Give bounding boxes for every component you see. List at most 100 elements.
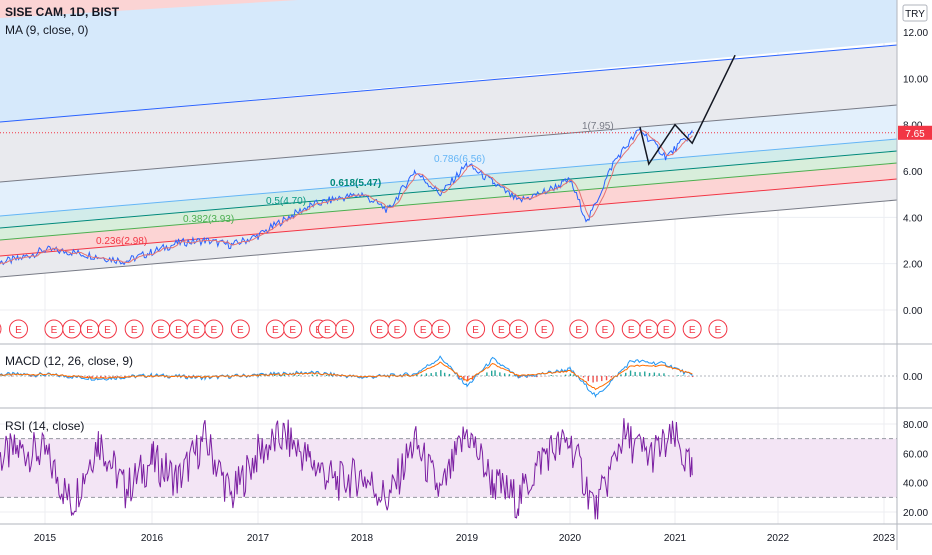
earnings-marker[interactable]: E (709, 320, 727, 338)
y-tick-label: 12.00 (903, 28, 928, 39)
earnings-marker[interactable]: E (231, 320, 249, 338)
earnings-marker[interactable]: E (187, 320, 205, 338)
macd-indicator-label[interactable]: MACD (12, 26, close, 9) (5, 354, 133, 368)
macd-histogram-bar (654, 373, 655, 376)
last-price-tag: 7.65 (898, 126, 932, 140)
macd-histogram-bar (40, 375, 41, 376)
macd-histogram-bar (596, 376, 597, 382)
y-tick-label: 0.00 (903, 306, 923, 317)
x-tick-label: 2022 (767, 533, 790, 544)
macd-histogram-bar (449, 374, 450, 376)
macd-histogram-bar (440, 370, 441, 376)
earnings-marker[interactable]: E (63, 320, 81, 338)
earnings-marker[interactable]: E (622, 320, 640, 338)
x-tick-label: 2015 (34, 533, 57, 544)
earnings-marker[interactable]: E (467, 320, 485, 338)
macd-histogram-bar (421, 375, 422, 376)
x-tick-label: 2016 (141, 533, 164, 544)
ma-indicator-label[interactable]: MA (9, close, 0) (5, 23, 88, 37)
macd-histogram-bar (284, 375, 285, 376)
macd-histogram-bar (316, 375, 317, 376)
macd-histogram-bar (649, 373, 650, 376)
macd-histogram-bar (601, 376, 602, 381)
earnings-marker[interactable]: E (318, 320, 336, 338)
earnings-marker-glyph: E (663, 325, 670, 336)
symbol-title[interactable]: SISE CAM, 1D, BIST (5, 5, 120, 19)
macd-histogram-bar (491, 371, 492, 376)
macd-histogram-bar (639, 372, 640, 376)
earnings-marker[interactable]: E (535, 320, 553, 338)
y-tick-label: 10.00 (903, 74, 928, 85)
macd-histogram-bar (486, 372, 487, 376)
earnings-marker[interactable]: E (640, 320, 658, 338)
earnings-marker[interactable]: E (570, 320, 588, 338)
currency-badge[interactable]: TRY (903, 5, 927, 21)
earnings-marker-glyph: E (420, 325, 427, 336)
earnings-marker[interactable]: E (10, 320, 28, 338)
fib-level-label: 0.5(4.70) (266, 196, 306, 207)
earnings-marker[interactable]: E (336, 320, 354, 338)
macd-histogram-bar (682, 375, 683, 376)
earnings-marker[interactable]: E (0, 320, 1, 338)
x-tick-label: 2019 (456, 533, 479, 544)
earnings-marker-glyph: E (131, 325, 138, 336)
earnings-marker-glyph: E (472, 325, 479, 336)
x-tick-label: 2017 (247, 533, 270, 544)
earnings-marker[interactable]: E (492, 320, 510, 338)
macd-histogram-bar (100, 376, 101, 377)
earnings-marker-glyph: E (498, 325, 505, 336)
earnings-marker[interactable]: E (45, 320, 63, 338)
earnings-marker[interactable]: E (81, 320, 99, 338)
macd-histogram-bar (630, 371, 631, 376)
macd-histogram-bar (48, 375, 49, 376)
y-tick-label: 2.00 (903, 260, 923, 271)
macd-histogram-bar (504, 373, 505, 376)
fib-level-label: 0.618(5.47) (330, 178, 381, 189)
earnings-marker-glyph: E (104, 325, 111, 336)
earnings-marker-glyph: E (272, 325, 279, 336)
earnings-marker[interactable]: E (284, 320, 302, 338)
earnings-marker-glyph: E (575, 325, 582, 336)
earnings-marker-glyph: E (645, 325, 652, 336)
earnings-marker[interactable]: E (152, 320, 170, 338)
earnings-marker-glyph: E (175, 325, 182, 336)
earnings-marker[interactable]: E (371, 320, 389, 338)
macd-tick-label: 0.00 (903, 372, 923, 383)
earnings-marker[interactable]: E (98, 320, 116, 338)
macd-histogram-bar (625, 373, 626, 376)
earnings-marker-glyph: E (437, 325, 444, 336)
earnings-marker[interactable]: E (510, 320, 528, 338)
macd-histogram-bar (431, 373, 432, 376)
y-tick-label: 6.00 (903, 167, 923, 178)
earnings-marker[interactable]: E (657, 320, 675, 338)
earnings-marker-glyph: E (628, 325, 635, 336)
macd-histogram-bar (426, 373, 427, 376)
earnings-marker[interactable]: E (414, 320, 432, 338)
macd-histogram-bar (298, 375, 299, 376)
earnings-marker[interactable]: E (683, 320, 701, 338)
earnings-marker[interactable]: E (388, 320, 406, 338)
macd-histogram-bar (663, 373, 664, 376)
macd-histogram-bar (119, 376, 120, 377)
macd-histogram-bar (588, 376, 589, 381)
earnings-marker[interactable]: E (125, 320, 143, 338)
earnings-marker-glyph: E (394, 325, 401, 336)
earnings-marker[interactable]: E (266, 320, 284, 338)
macd-histogram-bar (326, 375, 327, 376)
rsi-tick-label: 60.00 (903, 449, 928, 460)
earnings-marker[interactable]: E (170, 320, 188, 338)
earnings-marker[interactable]: E (432, 320, 450, 338)
rsi-indicator-label[interactable]: RSI (14, close) (5, 419, 84, 433)
earnings-marker-glyph: E (157, 325, 164, 336)
earnings-marker-glyph: E (541, 325, 548, 336)
x-tick-label: 2020 (559, 533, 582, 544)
macd-histogram-bar (435, 372, 436, 376)
macd-histogram-bar (499, 372, 500, 376)
earnings-marker[interactable]: E (596, 320, 614, 338)
earnings-marker-glyph: E (515, 325, 522, 336)
macd-histogram-bar (531, 376, 532, 377)
earnings-marker-glyph: E (341, 325, 348, 336)
earnings-marker[interactable]: E (205, 320, 223, 338)
